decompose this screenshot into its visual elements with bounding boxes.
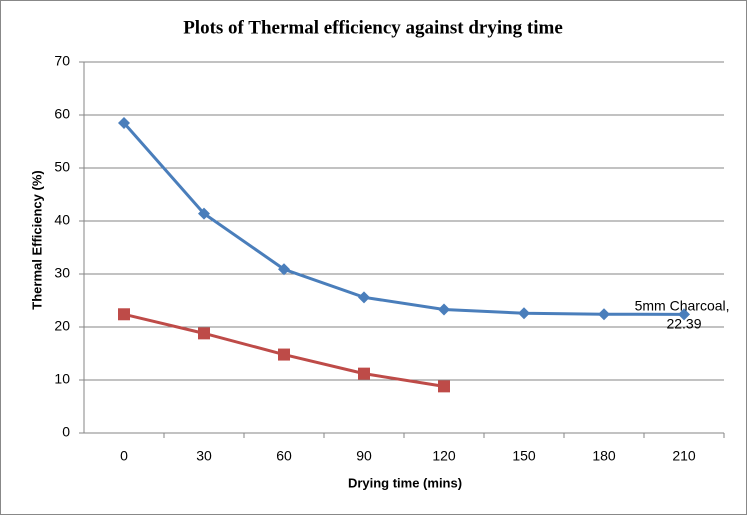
y-tick-label: 50	[54, 159, 70, 175]
x-tick-label: 90	[356, 448, 372, 464]
marker	[438, 380, 450, 393]
x-tick-label: 210	[672, 448, 696, 464]
marker	[198, 207, 210, 220]
data-label: 5mm Charcoal, 22.39	[635, 297, 734, 331]
y-tick-label: 0	[62, 424, 70, 440]
marker	[678, 308, 690, 321]
chart-title: Plots of Thermal efficiency against dryi…	[183, 17, 563, 38]
x-tick-label: 120	[432, 448, 456, 464]
x-tick-label: 150	[512, 448, 536, 464]
marker	[278, 348, 290, 361]
y-tick-label: 40	[54, 212, 70, 228]
marker	[118, 308, 130, 321]
marker	[198, 327, 210, 340]
y-tick-label: 30	[54, 265, 70, 281]
y-tick-label: 10	[54, 371, 70, 387]
y-tick-label: 70	[54, 53, 70, 69]
marker	[518, 307, 530, 320]
data-label-line: 5mm Charcoal,	[635, 297, 734, 313]
x-tick-label: 180	[592, 448, 616, 464]
y-axis-title: Thermal Efficiency (%)	[29, 170, 44, 309]
series-line	[122, 121, 685, 316]
x-tick-label: 30	[196, 448, 212, 464]
marker	[118, 116, 130, 129]
y-tick-label: 20	[54, 318, 70, 334]
marker	[438, 303, 450, 316]
x-tick-label: 0	[120, 448, 128, 464]
x-axis-title: Drying time (mins)	[348, 475, 462, 490]
x-tick-label: 60	[276, 448, 292, 464]
data-label-line: 22.39	[666, 315, 701, 331]
marker	[278, 263, 290, 276]
y-tick-label: 60	[54, 106, 70, 122]
marker	[358, 291, 370, 304]
marker	[358, 367, 370, 380]
marker	[598, 308, 610, 321]
